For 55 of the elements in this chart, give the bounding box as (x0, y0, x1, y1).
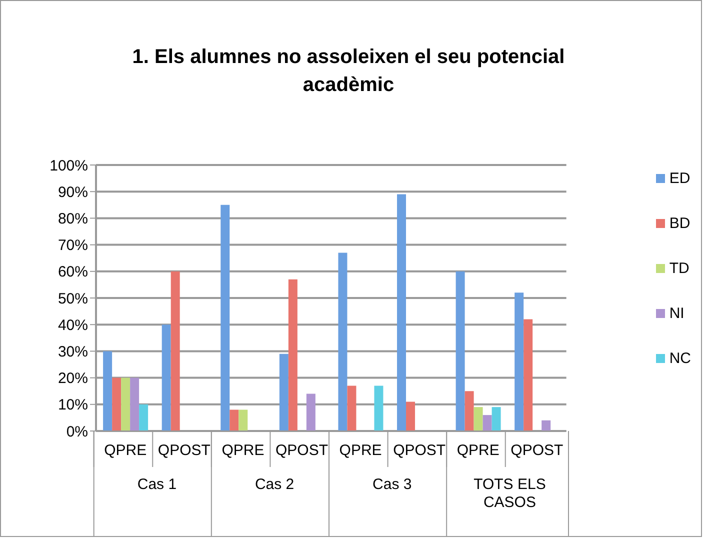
x-tick-label: QPRE (222, 442, 264, 459)
bar (514, 292, 524, 431)
text: Cas 2 (254, 476, 294, 493)
bar (139, 404, 148, 431)
bar (220, 204, 230, 431)
x-tick-label: QPRE (456, 442, 500, 459)
bar (279, 354, 288, 431)
bar (338, 252, 348, 431)
bar (230, 410, 239, 431)
legend-label: TD (668, 260, 690, 277)
bar (103, 351, 112, 431)
y-tick-label: 80% (58, 210, 88, 228)
bar (542, 420, 551, 431)
text: Cas 1 (137, 476, 177, 493)
y-tick-label: 70% (58, 237, 88, 254)
bar (374, 386, 384, 431)
y-tick-label: 30% (58, 344, 88, 361)
bar (456, 271, 465, 431)
bar (482, 415, 492, 431)
bar (288, 279, 298, 431)
bar (474, 407, 483, 431)
bar (162, 324, 171, 431)
x-tick-label: QPOST (158, 442, 210, 459)
legend-label: NI (668, 305, 686, 322)
x-tick-label: QPOST (276, 442, 328, 459)
legend-label: BD (668, 215, 691, 232)
y-tick-label: 90% (58, 184, 88, 201)
text: Cas 3 (372, 476, 412, 493)
x-tick-label: QPRE (339, 442, 382, 459)
bar (306, 394, 316, 431)
bar (464, 391, 474, 431)
y-tick-label: 0% (66, 423, 88, 440)
x-tick-label: QPOST (393, 442, 446, 459)
y-tick-label: 10% (58, 396, 88, 414)
legend-label: NC (668, 350, 691, 367)
x-tick-label: QPRE (104, 442, 147, 459)
legend-label: ED (668, 170, 691, 187)
x-tick-label: QPOST (510, 442, 564, 459)
bar (524, 319, 533, 431)
bar (347, 386, 356, 431)
y-tick-label: 60% (58, 264, 88, 281)
bar (121, 378, 130, 431)
y-tick-label: 20% (58, 370, 88, 388)
chart-title: 1. Els alumnes no assoleixen el seu potencial acadèmic (131, 45, 566, 98)
bar (492, 407, 501, 431)
y-tick-label: 40% (58, 316, 88, 334)
bar (130, 378, 140, 431)
bar (406, 402, 416, 431)
bar (112, 378, 122, 431)
y-tick-label: 100% (50, 157, 88, 174)
y-tick-label: 50% (58, 290, 88, 308)
bar (170, 271, 180, 431)
text: TOTS ELS CASOS (474, 476, 546, 511)
bar (238, 410, 248, 431)
bar (397, 194, 406, 431)
